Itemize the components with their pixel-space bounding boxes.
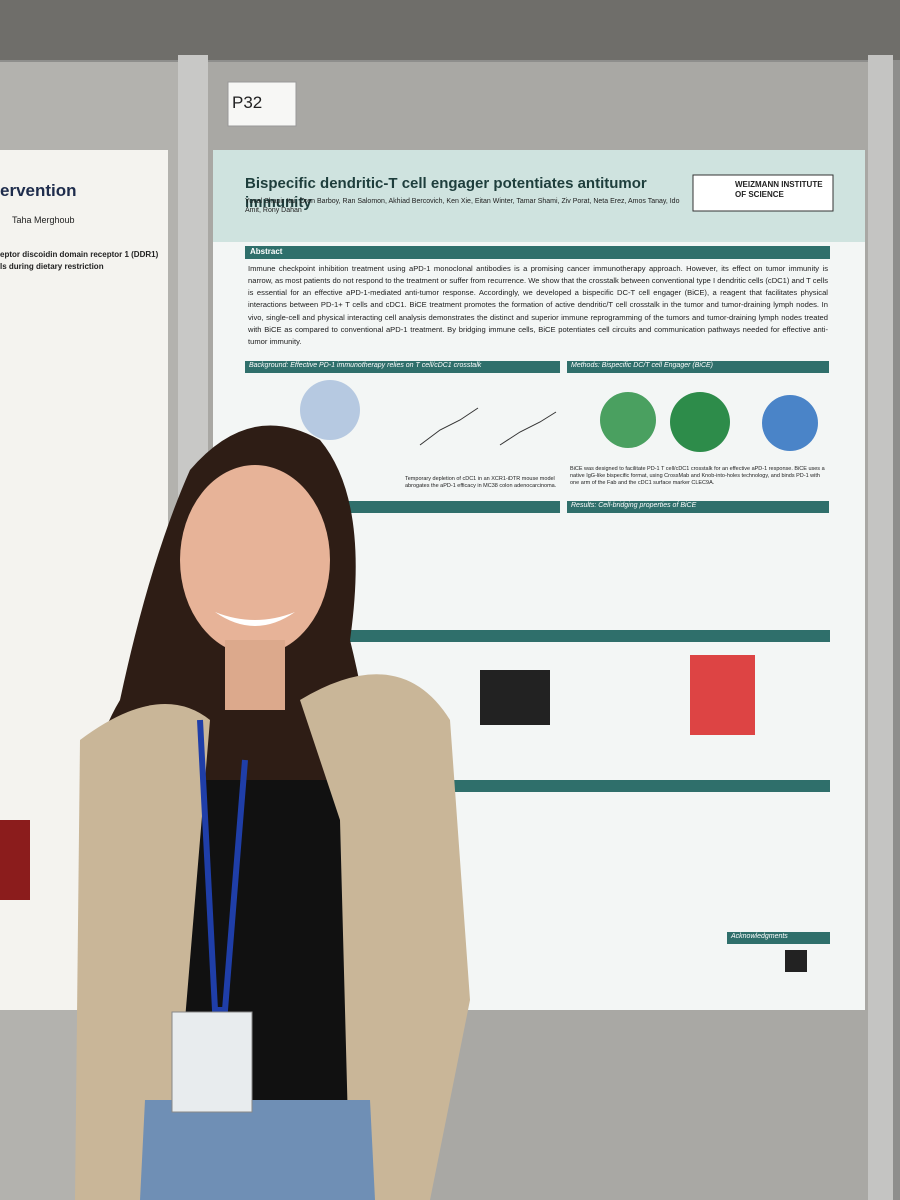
section-heading: Acknowledgments bbox=[731, 933, 788, 940]
section-bar bbox=[340, 630, 830, 642]
board-label: P32 bbox=[232, 93, 263, 112]
poster-title: Bispecific dendritic-T cell engager pote… bbox=[245, 175, 647, 211]
plot-line bbox=[499, 411, 557, 446]
poster-authors: Yuval Shapir Itai, Oren Barboy, Ran Salo… bbox=[245, 198, 680, 214]
microscopy-panel bbox=[480, 670, 550, 725]
qr-code bbox=[785, 950, 807, 972]
left-authors: Taha Merghoub bbox=[12, 215, 75, 225]
badge bbox=[171, 1011, 253, 1113]
left-title: ervention bbox=[0, 181, 77, 200]
heatmap bbox=[690, 655, 755, 735]
plot-line bbox=[419, 407, 479, 446]
face bbox=[180, 465, 330, 655]
abstract: Immune checkpoint inhibition treatment u… bbox=[248, 264, 828, 346]
cell-icon bbox=[670, 392, 730, 452]
smile bbox=[215, 612, 295, 626]
caption: Temporary depletion of cDC1 in an XCR1-i… bbox=[405, 476, 557, 489]
stone-wall bbox=[0, 0, 900, 60]
section-bar bbox=[245, 246, 830, 259]
board-pole bbox=[868, 55, 893, 1200]
cell-icon bbox=[600, 392, 656, 448]
umap bbox=[300, 380, 360, 440]
section-bar bbox=[440, 780, 830, 792]
logo-text: WEIZMANN INSTITUTE OF SCIENCE bbox=[735, 180, 823, 199]
caption: BiCE was designed to facilitate PD-1 T c… bbox=[570, 466, 825, 486]
logo-box bbox=[692, 174, 834, 212]
left-subtitle: eptor discoidin domain receptor 1 (DDR1) bbox=[0, 250, 159, 259]
cell-icon bbox=[762, 395, 818, 451]
jeans bbox=[140, 1100, 375, 1200]
section-bar bbox=[567, 361, 829, 373]
section-bar bbox=[727, 932, 830, 944]
section-heading: Methods: Bispecific DC/T cell Engager (B… bbox=[571, 362, 713, 369]
section-bar bbox=[245, 361, 560, 373]
neck bbox=[225, 640, 285, 710]
section-heading: Background: Effective PD-1 immunotherapy… bbox=[249, 362, 482, 369]
left-subtitle: ls during dietary restriction bbox=[0, 262, 104, 271]
lanyard bbox=[197, 719, 248, 1013]
section-bar bbox=[340, 501, 560, 513]
jacket-right bbox=[300, 674, 470, 1200]
label-card bbox=[227, 81, 297, 127]
section-bar bbox=[567, 501, 829, 513]
section-heading: Results: Cell-bridging properties of BiC… bbox=[571, 502, 697, 509]
left-poster-graphic bbox=[0, 820, 30, 900]
abstract-heading: Abstract bbox=[250, 247, 283, 256]
